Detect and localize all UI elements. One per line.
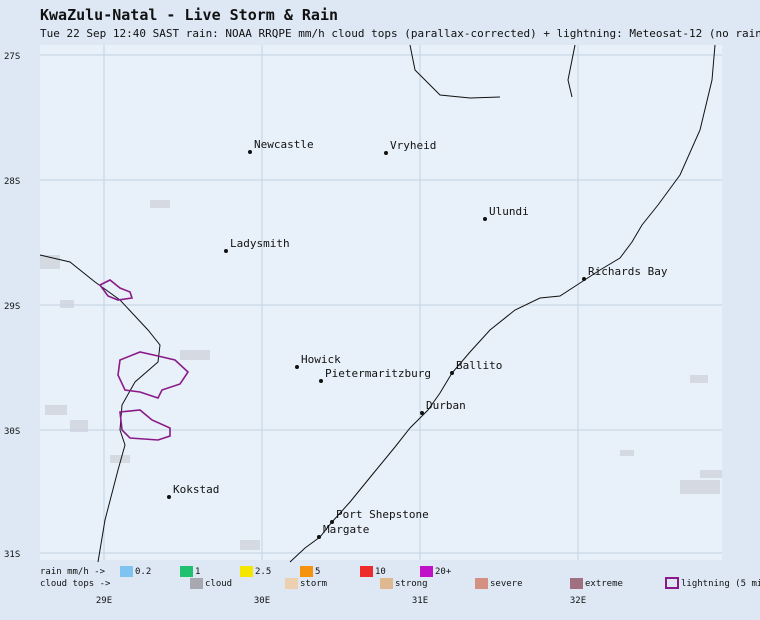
title: KwaZulu-Natal - Live Storm & Rain [40, 6, 338, 24]
city-label: Margate [323, 523, 369, 536]
legend-item: extreme [585, 579, 623, 589]
graticule: 27S 28S 29S 30S 31S 29E 30E 31E 32E [4, 45, 722, 606]
city-label: Vryheid [390, 139, 436, 152]
border [409, 44, 501, 99]
legend-item: severe [490, 579, 523, 589]
legend-item: lightning (5 min [681, 579, 760, 589]
legend-swatch [300, 566, 313, 577]
lat-label: 30S [4, 427, 20, 437]
city-label: Kokstad [173, 483, 219, 496]
city-label: Pietermaritzburg [325, 367, 431, 380]
city-marker [224, 249, 228, 253]
city-label: Richards Bay [588, 265, 668, 278]
city-label: Ulundi [489, 205, 529, 218]
city-label: Ladysmith [230, 237, 290, 250]
lon-label: 32E [570, 596, 586, 606]
lat-label: 28S [4, 177, 20, 187]
legend-swatch [380, 578, 393, 589]
legend-swatch [570, 578, 583, 589]
legend-item: storm [300, 579, 327, 589]
city-marker [295, 365, 299, 369]
city-label: Durban [426, 399, 466, 412]
city-label: Newcastle [254, 138, 314, 151]
city-label: Ballito [456, 359, 502, 372]
city-marker [483, 217, 487, 221]
lat-label: 31S [4, 550, 20, 560]
city-marker [450, 371, 454, 375]
legend-item: 0.2 [135, 567, 151, 577]
city-label: Port Shepstone [336, 508, 429, 521]
legend-item: 1 [195, 567, 200, 577]
legend-swatch [360, 566, 373, 577]
lightning-areas [98, 279, 190, 441]
city-marker [384, 151, 388, 155]
legend-swatch [240, 566, 253, 577]
city-marker [330, 520, 334, 524]
legend-swatch [180, 566, 193, 577]
city-marker [319, 379, 323, 383]
city-layer: Newcastle Vryheid Ulundi Ladysmith Richards … [167, 138, 668, 539]
legend-item: 5 [315, 567, 320, 577]
lat-label: 29S [4, 302, 20, 312]
subtitle: Tue 22 Sep 12:40 SAST rain: NOAA RRQPE m… [40, 27, 760, 40]
legend-swatch [285, 578, 298, 589]
legend-swatch [120, 566, 133, 577]
city-marker [582, 277, 586, 281]
legend-swatch [190, 578, 203, 589]
legend-swatch [665, 577, 679, 589]
lon-label: 31E [412, 596, 428, 606]
legend-swatch [420, 566, 433, 577]
city-marker [317, 535, 321, 539]
lon-label: 29E [96, 596, 112, 606]
coastline [289, 44, 716, 563]
legend-item: 10 [375, 567, 386, 577]
city-marker [420, 411, 424, 415]
lat-label: 27S [4, 52, 20, 62]
city-marker [248, 150, 252, 154]
city-label: Howick [301, 353, 341, 366]
cloud-patches [40, 200, 722, 550]
city-marker [167, 495, 171, 499]
legend-item: 20+ [435, 567, 452, 577]
legend-item: 2.5 [255, 567, 271, 577]
legend-item: strong [395, 579, 428, 589]
legend-label: rain mm/h -> [40, 567, 106, 577]
lon-label: 30E [254, 596, 270, 606]
legend-swatch [475, 578, 488, 589]
border [567, 44, 576, 98]
legend-label: cloud tops -> [40, 579, 111, 589]
map-area [40, 45, 722, 560]
legend: rain mm/h -> 0.2 1 2.5 5 10 20+ cloud tops -> cl… [40, 566, 760, 589]
legend-item: cloud [205, 579, 232, 589]
